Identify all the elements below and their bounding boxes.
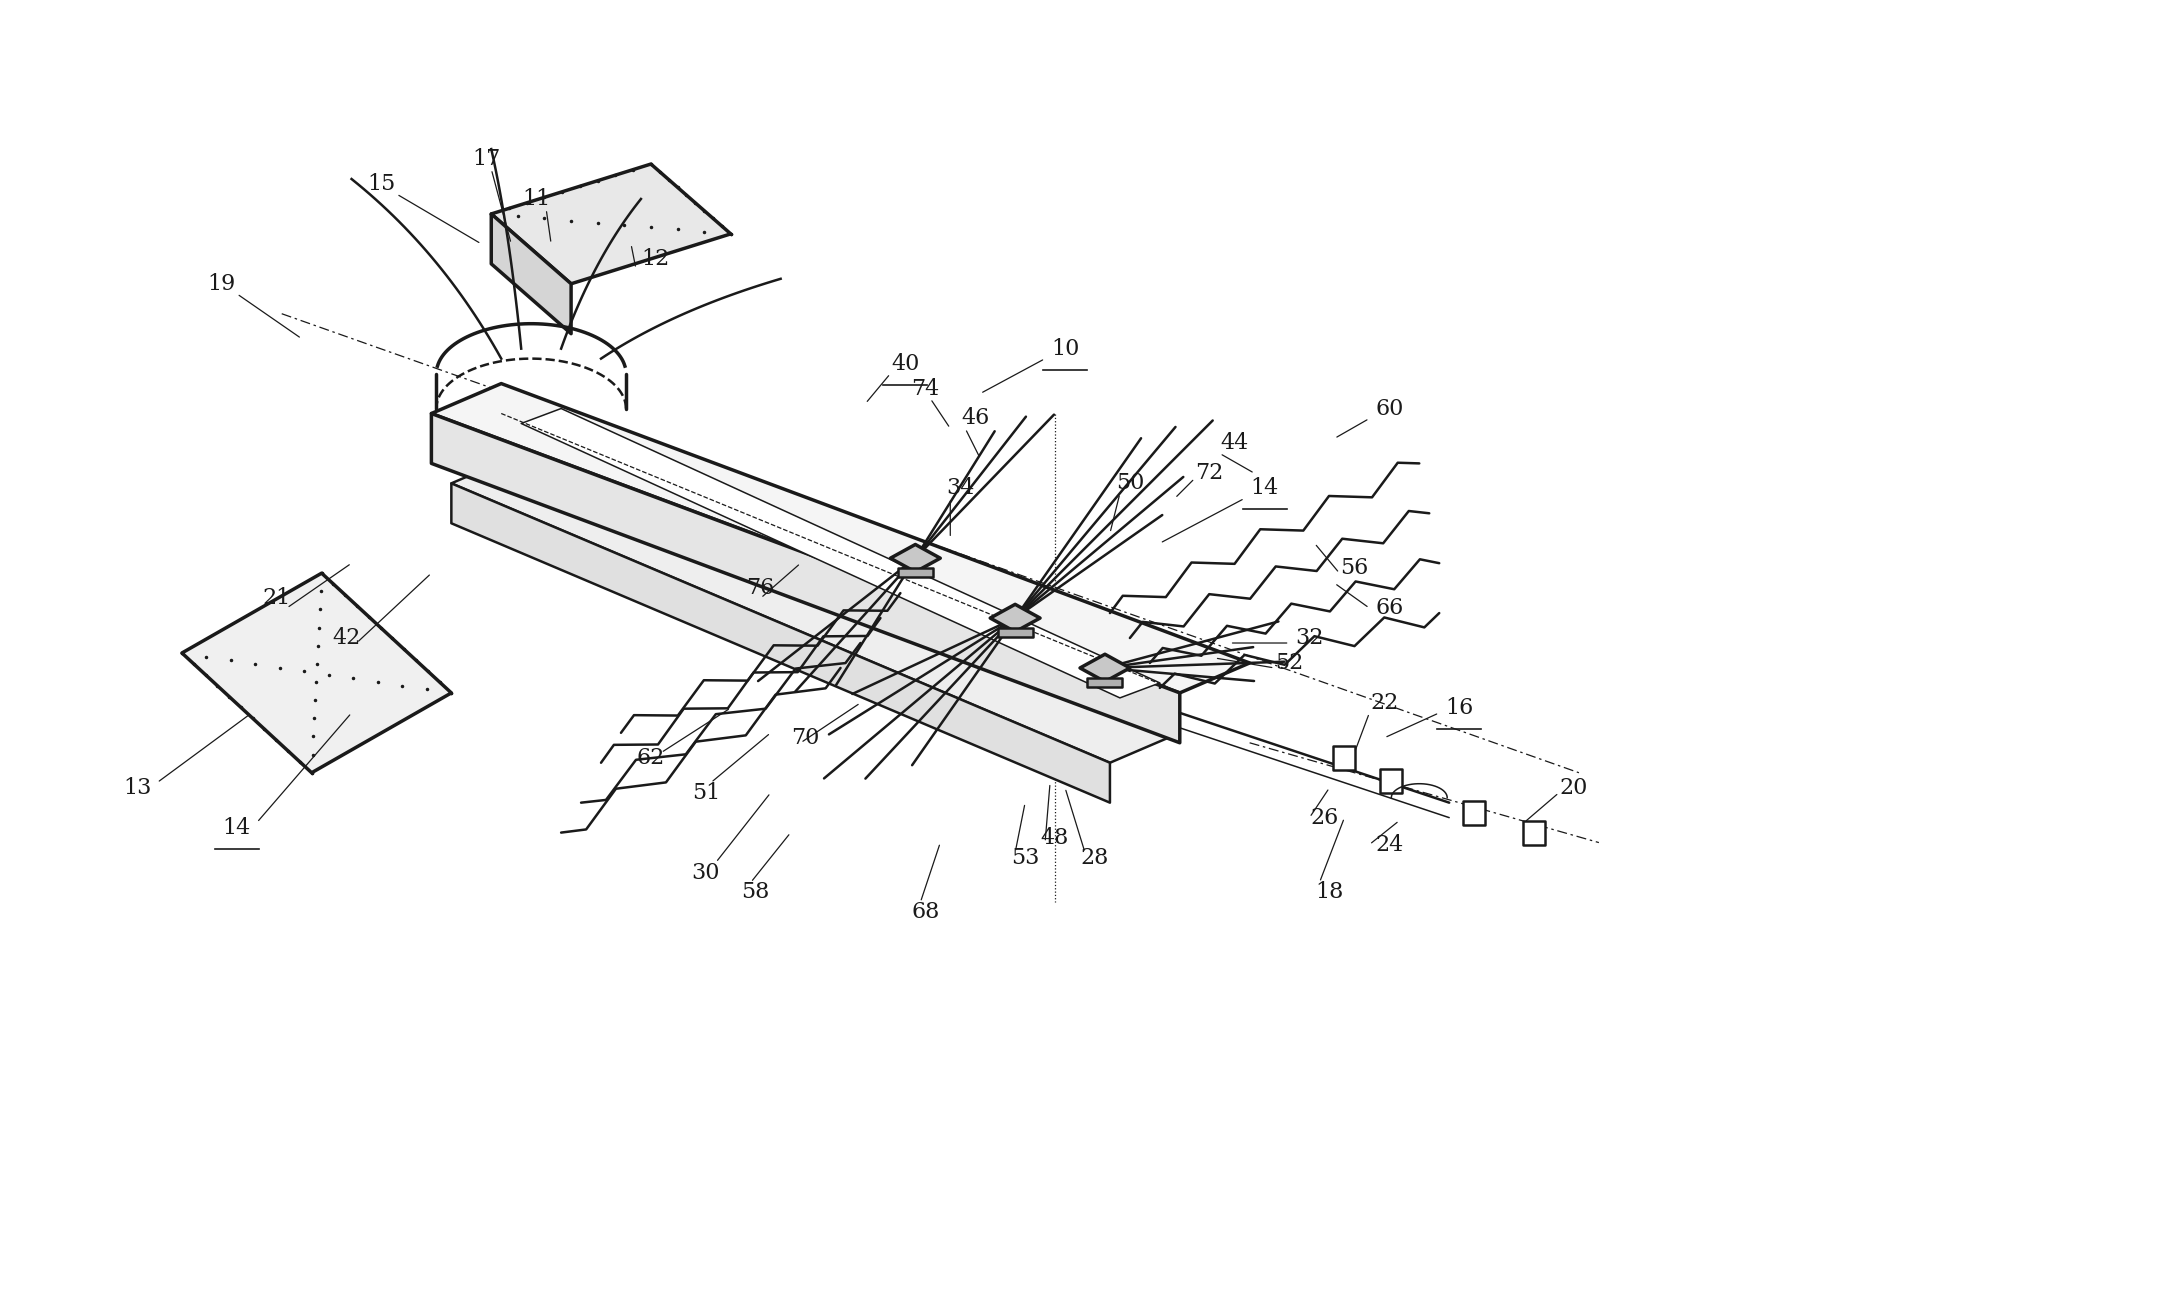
Text: 18: 18 <box>1315 882 1343 904</box>
Polygon shape <box>432 384 1250 693</box>
Text: 72: 72 <box>1196 463 1224 485</box>
Polygon shape <box>898 568 933 577</box>
Text: 28: 28 <box>1082 847 1110 869</box>
Text: 50: 50 <box>1116 472 1144 494</box>
Text: 15: 15 <box>367 173 395 195</box>
Polygon shape <box>890 544 941 572</box>
Text: 11: 11 <box>522 187 551 209</box>
Text: 51: 51 <box>691 782 719 804</box>
Text: 26: 26 <box>1311 807 1339 829</box>
Text: 20: 20 <box>1559 777 1589 799</box>
Polygon shape <box>997 628 1032 636</box>
Polygon shape <box>1380 769 1403 793</box>
Text: 56: 56 <box>1341 557 1369 579</box>
Text: 16: 16 <box>1444 697 1472 719</box>
Text: 30: 30 <box>691 861 721 883</box>
Text: 24: 24 <box>1375 834 1403 856</box>
Polygon shape <box>492 213 572 334</box>
Polygon shape <box>451 484 1110 803</box>
Text: 13: 13 <box>123 777 151 799</box>
Text: 68: 68 <box>911 901 939 923</box>
Polygon shape <box>181 573 451 773</box>
Text: 10: 10 <box>1051 337 1080 359</box>
Text: 19: 19 <box>207 273 235 295</box>
Polygon shape <box>1088 678 1123 687</box>
Polygon shape <box>1080 654 1129 681</box>
Polygon shape <box>432 414 1179 742</box>
Polygon shape <box>1334 746 1356 769</box>
Polygon shape <box>451 454 1179 763</box>
Text: 76: 76 <box>747 577 775 599</box>
Text: 12: 12 <box>641 248 669 270</box>
Text: 42: 42 <box>332 627 361 649</box>
Text: 48: 48 <box>1041 826 1069 848</box>
Text: 70: 70 <box>792 727 820 749</box>
Text: 60: 60 <box>1375 397 1403 419</box>
Text: 58: 58 <box>741 882 771 904</box>
Text: 62: 62 <box>637 747 665 769</box>
Text: 14: 14 <box>1250 477 1278 499</box>
Text: 17: 17 <box>473 149 501 171</box>
Polygon shape <box>492 164 730 283</box>
Text: 40: 40 <box>892 353 920 375</box>
Polygon shape <box>1464 800 1485 825</box>
Text: 34: 34 <box>946 477 974 499</box>
Text: 32: 32 <box>1295 627 1323 649</box>
Polygon shape <box>1522 821 1546 844</box>
Text: 46: 46 <box>961 407 989 429</box>
Text: 21: 21 <box>263 587 291 609</box>
Text: 44: 44 <box>1220 432 1248 454</box>
Polygon shape <box>991 604 1041 632</box>
Text: 22: 22 <box>1371 692 1399 714</box>
Text: 74: 74 <box>911 378 939 400</box>
Polygon shape <box>520 409 1159 698</box>
Text: 14: 14 <box>222 817 250 839</box>
Text: 53: 53 <box>1010 847 1038 869</box>
Text: 52: 52 <box>1276 652 1304 674</box>
Text: 66: 66 <box>1375 597 1403 619</box>
